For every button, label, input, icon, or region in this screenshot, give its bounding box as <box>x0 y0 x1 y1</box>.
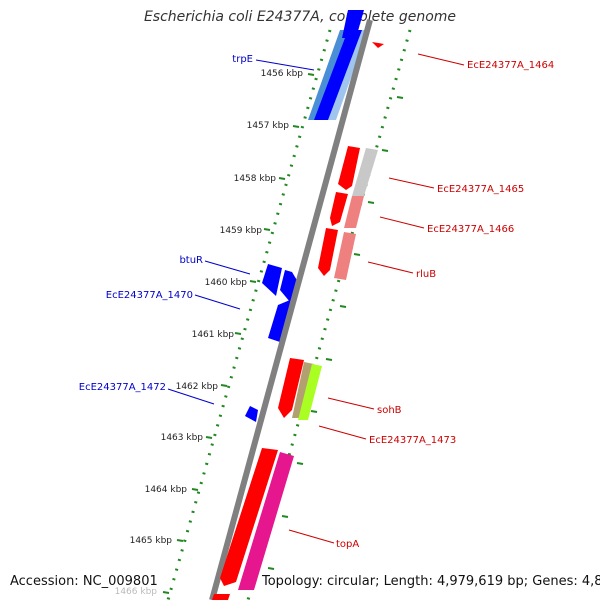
gene-feature-sohB-shade[interactable] <box>292 362 314 418</box>
gene-feature-rluB[interactable] <box>318 228 338 276</box>
topology-text: Topology: circular; Length: 4,979,619 bp… <box>262 574 600 589</box>
gene-labels-reverse: trpE btuR EcE24377A_1470 EcE24377A_1472 <box>79 54 253 393</box>
tick-label: 1463 kbp <box>161 433 204 443</box>
tick-label: 1462 kbp <box>176 382 219 392</box>
tick-label: 1461 kbp <box>192 330 235 340</box>
tick-label: 1459 kbp <box>220 226 263 236</box>
reverse-strand-track <box>245 10 368 422</box>
gene-feature-topA[interactable] <box>220 448 278 586</box>
leader-lines-forward <box>288 53 465 544</box>
gene-label-topA[interactable]: topA <box>336 539 359 550</box>
gene-feature-EcE24377A_1473[interactable] <box>298 364 322 420</box>
gene-feature-topA-shade[interactable] <box>238 452 294 590</box>
genome-backbone <box>209 19 373 600</box>
gene-feature-sohB[interactable] <box>278 358 304 418</box>
gene-feature-upstream[interactable] <box>342 10 364 38</box>
gene-feature-trpE[interactable] <box>314 30 362 120</box>
tick-marks <box>162 73 315 594</box>
accession-text: Accession: NC_009801 <box>10 574 158 589</box>
outer-tick-marks <box>267 96 404 570</box>
forward-strand-track <box>212 42 384 600</box>
gene-feature-1468[interactable] <box>262 264 282 296</box>
gene-labels-forward: EcE24377A_1464 EcE24377A_1465 EcE24377A_… <box>336 60 554 550</box>
gene-feature-EcE24377A_1472[interactable] <box>245 406 258 422</box>
tick-label: 1460 kbp <box>205 278 248 288</box>
gene-label-EcE24377A_1464[interactable]: EcE24377A_1464 <box>467 60 554 71</box>
gene-label-EcE24377A_1472[interactable]: EcE24377A_1472 <box>79 382 166 393</box>
gene-feature-EcE24377A_1466[interactable] <box>330 192 348 226</box>
gene-label-EcE24377A_1470[interactable]: EcE24377A_1470 <box>106 290 193 301</box>
gene-label-sohB[interactable]: sohB <box>377 405 402 416</box>
gene-label-EcE24377A_1465[interactable]: EcE24377A_1465 <box>437 184 524 195</box>
tick-label: 1456 kbp <box>261 69 304 79</box>
map-title: Escherichia coli E24377A, complete genom… <box>143 9 457 25</box>
gene-label-trpE[interactable]: trpE <box>232 54 253 65</box>
gene-label-EcE24377A_1466[interactable]: EcE24377A_1466 <box>427 224 514 235</box>
tick-label: 1464 kbp <box>145 485 188 495</box>
gene-feature-EcE24377A_1470[interactable] <box>268 300 292 342</box>
gene-label-btuR[interactable]: btuR <box>179 255 203 266</box>
gene-feature-rluB-shade[interactable] <box>334 232 356 280</box>
tick-label: 1458 kbp <box>234 174 277 184</box>
leader-lines-reverse <box>167 59 315 405</box>
gene-feature-EcE24377A_1465-shade[interactable] <box>352 148 378 196</box>
tick-label: 1457 kbp <box>247 121 290 131</box>
gene-feature-downstream[interactable] <box>212 594 230 600</box>
gene-feature-EcE24377A_1464[interactable] <box>372 42 384 48</box>
tick-label: 1466 kbp <box>115 587 158 597</box>
gene-label-rluB[interactable]: rluB <box>416 269 436 280</box>
gene-label-EcE24377A_1473[interactable]: EcE24377A_1473 <box>369 435 456 446</box>
tick-label: 1465 kbp <box>130 536 173 546</box>
gene-feature-EcE24377A_1465[interactable] <box>338 146 360 190</box>
gene-feature-btuR[interactable] <box>280 270 298 302</box>
tick-labels: 1456 kbp 1457 kbp 1458 kbp 1459 kbp 1460… <box>115 69 304 597</box>
gene-feature-EcE24377A_1466-shade[interactable] <box>344 196 364 228</box>
